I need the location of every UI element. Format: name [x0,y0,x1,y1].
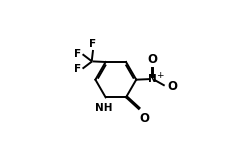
Text: F: F [73,64,81,74]
Text: -: - [171,84,174,94]
Text: NH: NH [95,103,112,113]
Text: O: O [139,112,148,125]
Text: F: F [73,49,81,59]
Text: O: O [166,80,176,93]
Text: O: O [146,53,157,66]
Text: +: + [156,71,163,80]
Text: F: F [89,39,96,49]
Text: N: N [147,74,156,84]
